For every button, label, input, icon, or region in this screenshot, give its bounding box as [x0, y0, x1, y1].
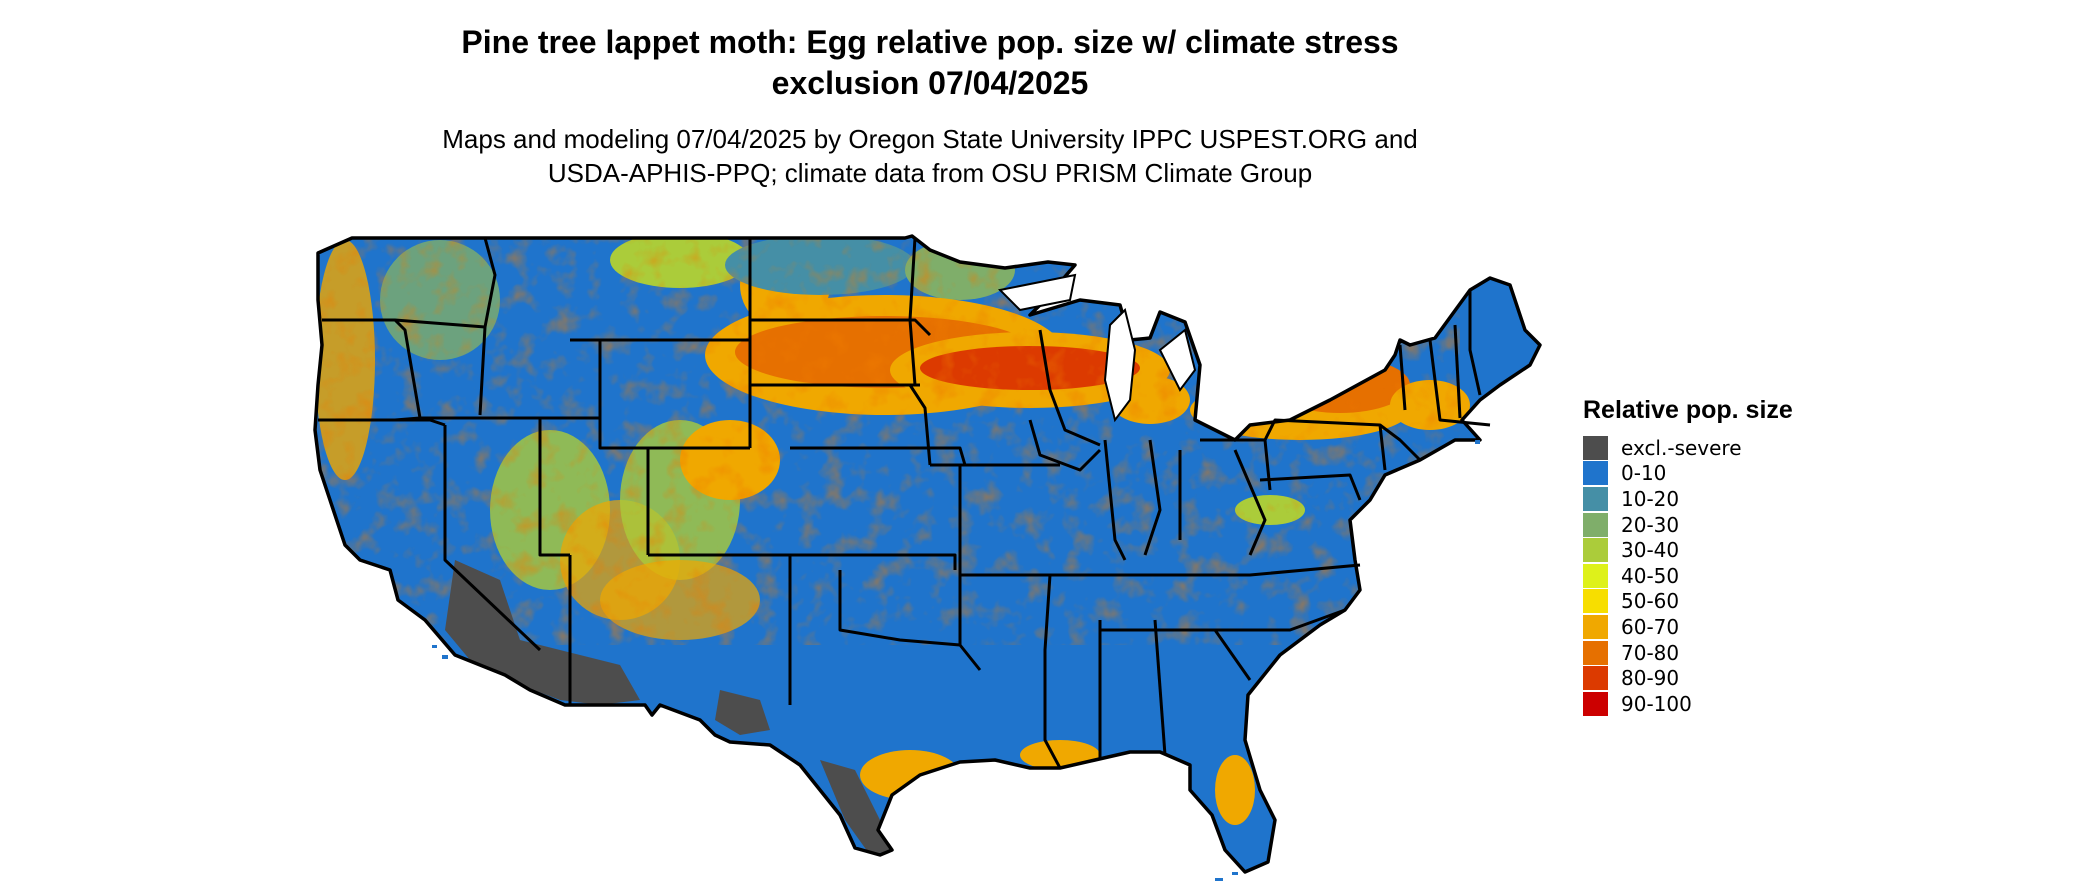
legend-label: 30-40 [1621, 538, 1680, 563]
legend-swatch [1583, 461, 1608, 486]
legend-label: excl.-severe [1621, 435, 1742, 460]
legend-label: 70-80 [1621, 640, 1680, 665]
map-title-line-1: Pine tree lappet moth: Egg relative pop.… [461, 24, 1399, 60]
legend-swatch [1583, 640, 1608, 665]
map-subtitle: Maps and modeling 07/04/2025 by Oregon S… [0, 122, 1860, 190]
legend-item: 20-30 [1583, 512, 1793, 538]
legend-item: 90-100 [1583, 691, 1793, 717]
legend-swatch [1583, 614, 1608, 639]
legend-swatch [1583, 512, 1608, 537]
us-map [313, 234, 1542, 881]
legend-swatch [1583, 486, 1608, 511]
legend-swatch [1583, 435, 1608, 460]
legend-item: excl.-severe [1583, 435, 1793, 461]
legend-item: 50-60 [1583, 589, 1793, 615]
legend-item: 40-50 [1583, 563, 1793, 589]
state-borders [318, 237, 1491, 769]
legend-swatch [1583, 589, 1608, 614]
map-title: Pine tree lappet moth: Egg relative pop.… [0, 22, 1860, 104]
legend-label: 0-10 [1621, 461, 1667, 486]
great-lakes [997, 273, 1197, 423]
legend-swatch [1583, 666, 1608, 691]
legend-item: 60-70 [1583, 614, 1793, 640]
legend-label: 60-70 [1621, 614, 1680, 639]
legend: Relative pop. size excl.-severe 0-10 10-20… [1583, 396, 1793, 717]
legend-swatch [1583, 538, 1608, 563]
legend-label: 50-60 [1621, 589, 1680, 614]
offshore-islands [432, 440, 1480, 881]
map-title-line-2: exclusion 07/04/2025 [771, 65, 1089, 101]
legend-swatch [1583, 691, 1608, 716]
legend-item: 0-10 [1583, 461, 1793, 487]
map-subtitle-line-1: Maps and modeling 07/04/2025 by Oregon S… [442, 124, 1418, 154]
legend-label: 40-50 [1621, 563, 1680, 588]
legend-title: Relative pop. size [1583, 396, 1793, 424]
map-subtitle-line-2: USDA-APHIS-PPQ; climate data from OSU PR… [547, 158, 1313, 188]
legend-item: 30-40 [1583, 537, 1793, 563]
legend-label: 10-20 [1621, 486, 1680, 511]
legend-item: 80-90 [1583, 665, 1793, 691]
legend-label: 20-30 [1621, 512, 1680, 537]
legend-label: 90-100 [1621, 691, 1692, 716]
us-outline [313, 234, 1542, 874]
legend-items: excl.-severe 0-10 10-20 20-30 30-40 40-50 50-6… [1583, 435, 1793, 717]
legend-swatch [1583, 563, 1608, 588]
legend-label: 80-90 [1621, 666, 1680, 691]
legend-item: 10-20 [1583, 486, 1793, 512]
legend-item: 70-80 [1583, 640, 1793, 666]
